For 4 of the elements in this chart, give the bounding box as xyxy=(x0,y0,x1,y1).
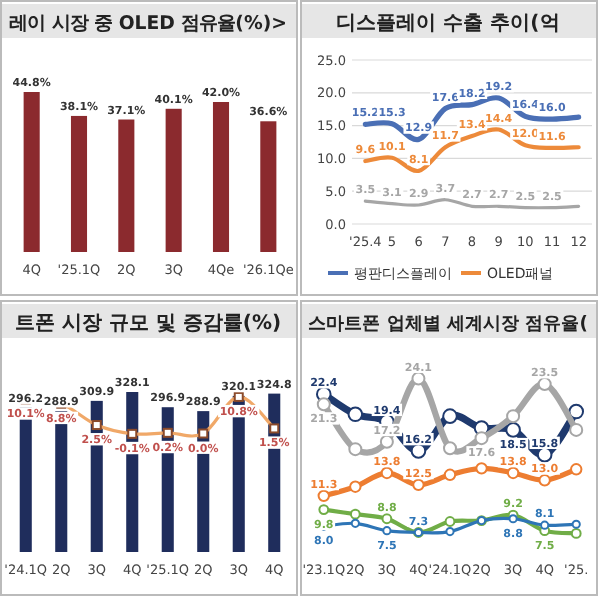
chart-title: 스마트폰 업체별 세계시장 점유율( xyxy=(308,313,588,335)
chart-title: 레이 시장 중 OLED 점유율(%)> xyxy=(9,13,287,35)
chart-title: 트폰 시장 규모 및 증감률(%) xyxy=(14,313,282,335)
chart-title: 디스플레이 수출 추이(억 xyxy=(336,13,560,35)
